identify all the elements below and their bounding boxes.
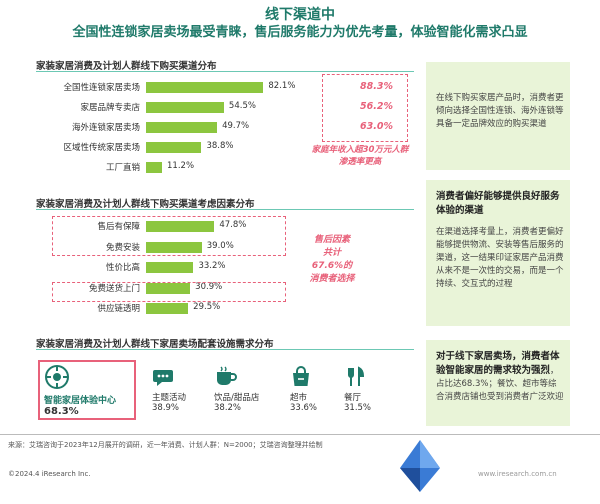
bar (146, 162, 163, 173)
bar-value-label: 49.7% (222, 121, 250, 131)
sidebar-box-2 (426, 180, 570, 326)
highlight-box-aftersales-2 (52, 282, 286, 302)
facility-label: 主题活动 (152, 393, 187, 403)
bar-category-label: 海外连锁家居卖场 (71, 123, 140, 133)
bar (146, 221, 215, 232)
bar-value-label: 11.2% (167, 161, 195, 171)
sidebar-block-3: 对于线下家居卖场，消费者体验智能家居的需求较为强烈，占比达68.3%；餐饮、超市… (436, 350, 564, 404)
facility-item-events: 主题活动 38.9% (152, 366, 186, 413)
bar-value-label: 33.2% (198, 261, 226, 271)
page-title-block: 线下渠道中 全国性连锁家居卖场最受青睐，售后服务能力为优先考量，体验智能化需求凸… (0, 6, 600, 42)
footer-divider (0, 434, 600, 435)
bar (146, 142, 202, 153)
aftersales-note-line4: 消费者选择 (309, 274, 355, 284)
section3-title: 家装家居消费及计划人群线下家居卖场配套设施需求分布 (36, 339, 274, 350)
bar (146, 241, 202, 253)
bar-category-label: 免费安装 (105, 242, 140, 253)
highlight-pct-1: 88.3% (360, 81, 393, 92)
income-note-line2: 渗透率更高 (338, 157, 382, 167)
aftersales-note-line2: 共计 (322, 248, 341, 258)
footer-site: www.iresearch.com.cn (478, 470, 557, 478)
aftersales-note-line3: 67.6%的 (311, 261, 353, 271)
page-subtitle: 全国性连锁家居卖场最受青睐，售后服务能力为优先考量，体验智能化需求凸显 (72, 25, 528, 40)
facility-label: 超市 (290, 393, 308, 403)
bar (146, 262, 194, 273)
bar-category-label: 工厂直销 (105, 163, 140, 173)
bar-value-label: 54.5% (228, 101, 256, 111)
facility-value: 68.3% (44, 406, 79, 417)
bar (146, 282, 191, 294)
sidebar-box-1 (426, 62, 570, 170)
facility-item-drinks: 饮品/甜品店 38.2% (214, 366, 259, 413)
income-note: 家庭年收入超30万元人群 渗透率更高 (300, 144, 420, 168)
bar-category-label: 免费送货上门 (88, 283, 140, 294)
bar-category-label: 供应链透明 (97, 304, 140, 314)
facility-label: 智能家居体验中心 (44, 396, 117, 406)
facility-item-supermarket: 超市 33.6% (290, 366, 317, 413)
bar-value-label: 29.5% (193, 302, 221, 312)
sidebar-box-3 (426, 340, 570, 426)
facility-value: 31.5% (344, 403, 372, 413)
section1-divider (36, 71, 414, 72)
section2-divider (36, 209, 414, 210)
bar-category-label: 家居品牌专卖店 (80, 103, 140, 113)
aftersales-note-line1: 售后因素 (313, 235, 350, 245)
bar-value-label: 30.9% (195, 281, 223, 292)
chat-icon (153, 370, 173, 386)
facility-item-smart-home: 智能家居体验中心 68.3% (44, 364, 116, 417)
facility-value: 33.6% (290, 403, 318, 413)
highlight-pct-2: 56.2% (360, 101, 393, 112)
section3-divider (36, 349, 414, 350)
iresearch-logo (400, 440, 440, 492)
facility-label: 餐厅 (344, 393, 362, 403)
sidebar-heading-3: 对于线下家居卖场，消费者体验智能家居的需求较为强烈 (436, 351, 560, 376)
footer-source: 来源：艾瑞咨询于2023年12月展开的调研，近一年消费、计划人群：N=2000；… (8, 441, 323, 449)
bar-category-label: 区域性传统家居卖场 (63, 143, 140, 153)
page-title: 线下渠道中 (265, 7, 335, 23)
aftersales-note: 售后因素 共计 67.6%的 消费者选择 (290, 234, 374, 286)
facility-value: 38.9% (152, 403, 180, 413)
facility-label: 饮品/甜品店 (214, 393, 260, 403)
bar-value-label: 38.8% (206, 141, 234, 151)
highlight-box-channels (322, 74, 408, 142)
bar-value-label: 39.0% (206, 240, 234, 251)
smart-home-icon (45, 365, 69, 389)
bar (146, 82, 264, 93)
cup-icon (217, 366, 237, 385)
bar (146, 122, 218, 133)
cutlery-icon (348, 366, 365, 386)
highlight-pct-3: 63.0% (360, 121, 393, 132)
facility-value: 38.2% (214, 403, 242, 413)
highlight-box-aftersales-1 (52, 216, 286, 256)
bar-value-label: 47.8% (219, 220, 247, 230)
sidebar-text-2: 在渠道选择考量上，消费者更偏好能够提供物流、安装等售后服务的渠道，这一结果印证家… (436, 227, 564, 289)
sidebar-block-2: 消费者偏好能够提供良好服务体验的渠道 在渠道选择考量上，消费者更偏好能够提供物流… (436, 190, 564, 291)
sidebar-text-3: ，占比达68.3%；餐饮、超市等综合消费店铺也受到消费者广泛欢迎 (436, 366, 564, 402)
facility-item-restaurant: 餐厅 31.5% (344, 366, 371, 413)
bar (146, 303, 189, 314)
shopping-bag-icon (293, 366, 309, 386)
bar-category-label: 售后有保障 (97, 222, 140, 232)
section2-title: 家装家居消费及计划人群线下购买渠道考虑因素分布 (36, 199, 255, 210)
bar-value-label: 82.1% (268, 81, 296, 91)
income-note-line1: 家庭年收入超30万元人群 (311, 145, 409, 155)
smart-home-highlight-box (38, 360, 136, 420)
section1-title: 家装家居消费及计划人群线下购买渠道分布 (36, 61, 217, 72)
sidebar-heading-2: 消费者偏好能够提供良好服务体验的渠道 (436, 191, 560, 216)
bar (146, 102, 224, 113)
sidebar-text-1: 在线下购买家居产品时，消费者更倾向选择全国性连锁、海外连锁等具备一定品牌效应的购… (436, 93, 564, 129)
footer-copyright: ©2024.4 iResearch Inc. (8, 470, 91, 478)
bar-category-label: 性价比高 (105, 263, 140, 273)
bar-category-label: 全国性连锁家居卖场 (63, 83, 140, 93)
